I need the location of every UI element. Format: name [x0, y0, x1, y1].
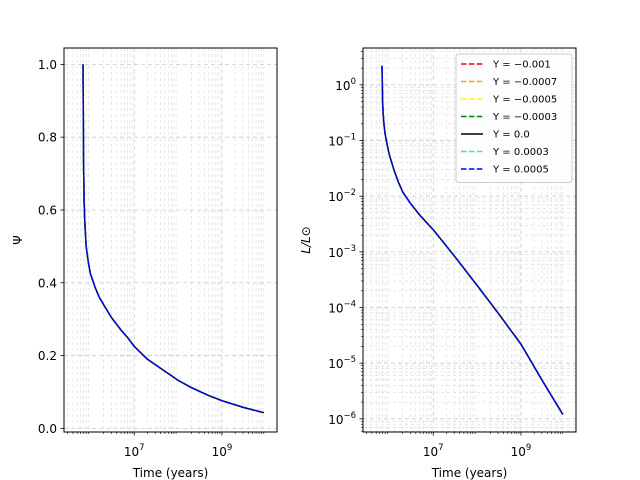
- psi-y-tick-label: 1.0: [38, 58, 57, 72]
- psi-y-tick-label: 0.2: [38, 349, 57, 363]
- luminosity-y-tick-exponent: 0: [351, 77, 356, 87]
- psi-y-tick-label: 0.4: [38, 276, 57, 290]
- psi-y-tick-label: 0.6: [38, 203, 57, 217]
- luminosity-y-tick-exponent: −1: [343, 133, 356, 143]
- luminosity-x-axis-label: Time (years): [431, 466, 508, 480]
- psi-x-tick-exponent: 9: [227, 443, 232, 453]
- legend-label-6: Y = 0.0005: [492, 165, 549, 176]
- legend-box: [455, 53, 573, 183]
- luminosity-series: [381, 65, 564, 415]
- psi-y-tick-label: 0.0: [38, 422, 57, 436]
- psi-grid: [64, 48, 277, 432]
- psi-series-line-6: [82, 64, 264, 414]
- luminosity-x-tick-exponent: 7: [438, 443, 443, 453]
- psi-x-tick-exponent: 7: [139, 443, 144, 453]
- psi-series: [82, 64, 264, 414]
- psi-axes-frame: [63, 47, 278, 433]
- legend: Y = −0.001 Y = −0.0007 Y = −0.0005 Y = −0.0…: [455, 53, 573, 183]
- luminosity-axes-frame: [362, 47, 577, 433]
- luminosity-x-tick-exponent: 9: [526, 443, 531, 453]
- luminosity-y-tick-exponent: −6: [343, 411, 356, 421]
- luminosity-series-line-6: [381, 65, 564, 415]
- luminosity-y-tick-exponent: −4: [343, 300, 356, 310]
- psi-y-axis-label: Ψ: [11, 235, 25, 244]
- legend-label-4: Y = 0.0: [492, 130, 530, 141]
- legend-label-2: Y = −0.0005: [492, 95, 557, 106]
- legend-label-5: Y = 0.0003: [492, 147, 549, 158]
- luminosity-y-tick-exponent: −3: [343, 244, 356, 254]
- psi-y-tick-label: 0.8: [38, 131, 57, 145]
- legend-label-3: Y = −0.0003: [492, 112, 557, 123]
- luminosity-y-axis-label: L/L⊙: [299, 226, 313, 253]
- luminosity-y-tick-exponent: −5: [343, 355, 356, 365]
- legend-label-0: Y = −0.001: [492, 60, 551, 71]
- psi-x-axis-label: Time (years): [132, 466, 209, 480]
- legend-label-1: Y = −0.0007: [492, 77, 557, 88]
- luminosity-y-tick-exponent: −2: [343, 188, 356, 198]
